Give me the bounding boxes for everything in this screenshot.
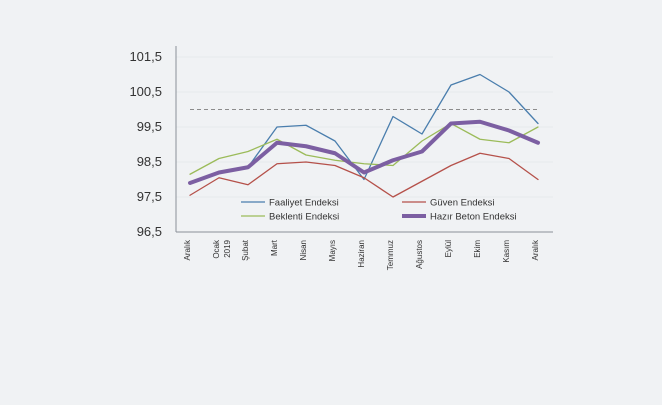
legend-label: Hazır Beton Endeksi	[430, 212, 517, 223]
legend: Faaliyet Endeksi Güven Endeksi Beklenti En…	[241, 198, 517, 223]
series-line-g-ven-endeksi	[189, 152, 539, 198]
x-tick-label: Haziran	[357, 240, 366, 268]
legend-label: Faaliyet Endeksi	[269, 198, 339, 209]
x-tick-label: 2019	[223, 239, 232, 257]
x-tick-label: Nisan	[299, 240, 308, 260]
x-tick-label: Şubat	[241, 239, 250, 261]
series-group	[188, 73, 540, 198]
series-line-haz-r-beton-endeksi	[188, 119, 540, 185]
x-tick-label: Mart	[270, 239, 279, 256]
y-tick-label: 100,5	[129, 84, 162, 99]
y-tick-label: 99,5	[137, 119, 162, 134]
x-tick-label: Ekim	[473, 240, 482, 258]
legend-label: Güven Endeksi	[430, 198, 494, 209]
axes: 96,5 97,5 98,5 99,5 100,5 101,5 Aralık Ocak 2019…	[129, 46, 553, 270]
x-tick-label: Ocak	[212, 239, 221, 259]
x-tick-label: Mayıs	[328, 240, 337, 261]
x-tick-label: Temmuz	[386, 240, 395, 270]
legend-label: Beklenti Endeksi	[269, 212, 339, 223]
y-tick-label: 101,5	[129, 49, 162, 64]
series-line-beklenti-endeksi	[189, 122, 539, 175]
x-tick-label: Eylül	[444, 240, 453, 258]
y-tick-label: 98,5	[137, 154, 162, 169]
grid	[176, 56, 553, 198]
x-tick-label: Aralık	[183, 239, 192, 260]
y-tick-label: 96,5	[137, 224, 162, 239]
x-tick-label: Kasım	[502, 240, 511, 263]
y-tick-label: 97,5	[137, 189, 162, 204]
x-tick-label: Ağustos	[415, 240, 424, 269]
x-tick-label: Aralık	[531, 239, 540, 260]
